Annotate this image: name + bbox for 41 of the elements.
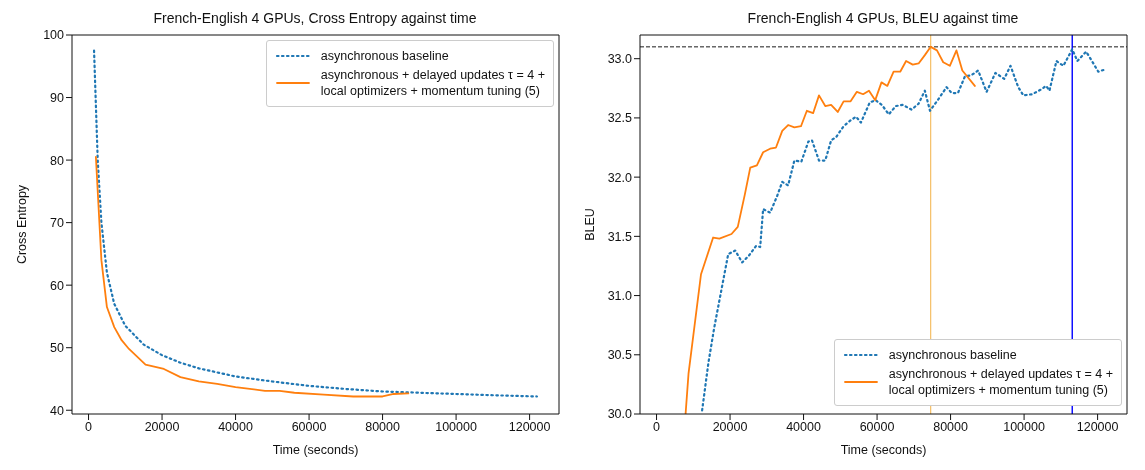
x-axis-title: Time (seconds) (272, 443, 359, 457)
y-tick-label: 32.0 (607, 170, 633, 185)
line-series (701, 48, 1107, 412)
x-tick-label: 20000 (712, 419, 748, 434)
y-tick-label: 31.0 (607, 289, 633, 303)
x-axis-title: Time (seconds) (840, 443, 927, 457)
line-series (94, 156, 410, 398)
y-tick-label: 32.5 (607, 111, 633, 126)
y-tick-label: 40 (50, 403, 65, 418)
x-tick-label: 120000 (1076, 419, 1119, 434)
x-tick-label: 60000 (291, 419, 327, 434)
legend-label: asynchronous + delayed updates τ = 4 + local optimizers + momentum tuning (5) (888, 366, 1113, 398)
y-tick-label: 100 (43, 28, 65, 43)
x-tick-label: 40000 (786, 419, 821, 434)
y-axis-title: BLEU (583, 208, 598, 241)
y-tick-label: 70 (50, 216, 65, 231)
x-tick-label: 0 (85, 419, 93, 434)
x-tick-label: 100000 (1003, 419, 1045, 434)
line-series (92, 49, 539, 398)
y-tick-label: 30.0 (607, 407, 633, 422)
chart-title: French-English 4 GPUs, BLEU against time (746, 10, 1020, 26)
y-tick-label: 30.5 (607, 348, 633, 363)
y-tick-label: 33.0 (607, 52, 633, 67)
x-tick-label: 100000 (435, 419, 477, 434)
x-tick-label: 60000 (859, 419, 895, 434)
x-tick-label: 80000 (365, 419, 400, 434)
y-tick-label: 90 (50, 90, 65, 105)
y-tick-label: 60 (50, 278, 65, 293)
legend-label: asynchronous baseline (320, 48, 449, 64)
x-tick-label: 20000 (144, 419, 180, 434)
y-tick-label: 80 (50, 153, 65, 168)
legend-label: asynchronous + delayed updates τ = 4 + local optimizers + momentum tuning (5) (320, 67, 545, 99)
y-axis-title: Cross Entropy (15, 184, 30, 265)
x-tick-label: 120000 (508, 419, 551, 434)
x-tick-label: 0 (653, 419, 661, 434)
legend-label: asynchronous baseline (888, 347, 1017, 363)
x-tick-label: 40000 (218, 419, 253, 434)
y-tick-label: 50 (50, 341, 65, 356)
chart-title: French-English 4 GPUs, Cross Entropy against time (152, 10, 478, 26)
x-tick-label: 80000 (933, 419, 968, 434)
y-tick-label: 31.5 (607, 229, 633, 244)
